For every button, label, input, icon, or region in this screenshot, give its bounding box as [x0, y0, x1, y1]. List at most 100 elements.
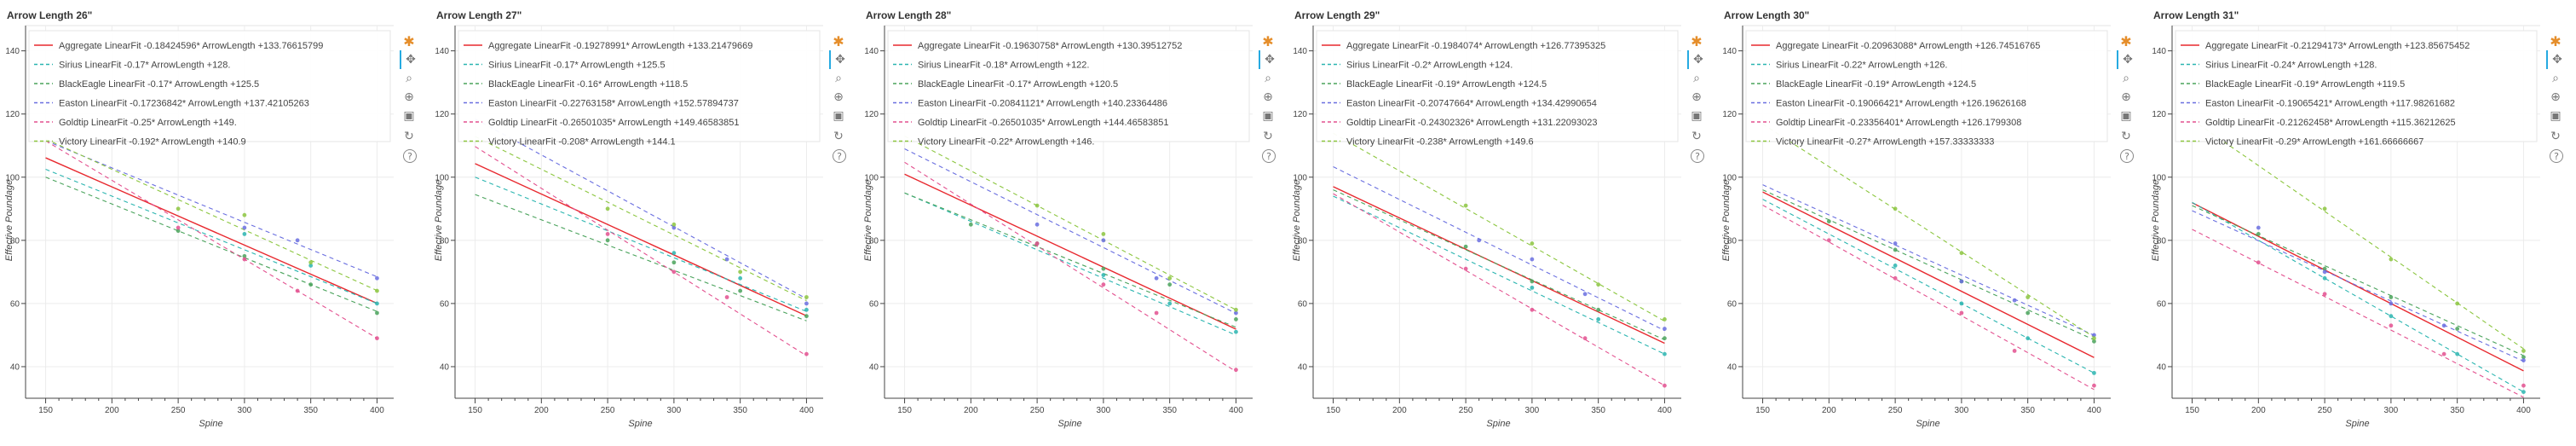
legend-label[interactable]: Sirius LinearFit -0.22* ArrowLength +126…: [1776, 61, 1947, 71]
pan-icon[interactable]: ✥: [829, 50, 850, 69]
y-tick-label: 60: [869, 299, 879, 309]
chart-svg[interactable]: 40 60 80 100 120 140 150 200 250 300 350 400 Spine Ef…: [429, 0, 823, 446]
x-tick-label: 400: [2087, 406, 2101, 415]
legend-label[interactable]: Aggregate LinearFit -0.20963088* ArrowLe…: [1776, 41, 2040, 51]
box-zoom-icon[interactable]: ⌕: [835, 72, 842, 85]
legend-label[interactable]: Goldtip LinearFit -0.26501035* ArrowLeng…: [488, 118, 739, 128]
plot-area[interactable]: [904, 136, 1238, 373]
save-icon[interactable]: ▣: [2120, 109, 2132, 123]
legend-label[interactable]: Easton LinearFit -0.19066421* ArrowLengt…: [1776, 99, 2026, 109]
pan-icon[interactable]: ✥: [1259, 50, 1279, 69]
chart-svg[interactable]: 40 60 80 100 120 140 150 200 250 300 350 400 Spine Ef…: [0, 0, 394, 446]
reset-icon[interactable]: ↻: [2550, 130, 2561, 143]
legend-label[interactable]: BlackEagle LinearFit -0.19* ArrowLength …: [1346, 79, 1547, 90]
legend[interactable]: Aggregate LinearFit -0.19630758* ArrowLe…: [887, 30, 1250, 148]
data-point-sirius: [1893, 264, 1898, 268]
legend-label[interactable]: Aggregate LinearFit -0.18424596* ArrowLe…: [59, 41, 323, 51]
pan-icon[interactable]: ✥: [1687, 50, 1708, 69]
fit-line-sirius: [1762, 199, 2095, 374]
legend-label[interactable]: Victory LinearFit -0.27* ArrowLength +15…: [1776, 137, 1994, 148]
x-tick-label: 300: [1955, 406, 1969, 415]
help-icon[interactable]: ?: [1691, 149, 1704, 163]
help-icon[interactable]: ?: [2120, 149, 2134, 163]
legend-label[interactable]: BlackEagle LinearFit -0.19* ArrowLength …: [1776, 79, 1976, 90]
legend-label[interactable]: Goldtip LinearFit -0.24302326* ArrowLeng…: [1346, 118, 1597, 128]
legend[interactable]: Aggregate LinearFit -0.21294173* ArrowLe…: [2175, 30, 2538, 148]
save-icon[interactable]: ▣: [1262, 109, 1274, 123]
plot-area[interactable]: [45, 138, 379, 341]
legend-label[interactable]: Aggregate LinearFit -0.19630758* ArrowLe…: [918, 41, 1182, 51]
wheel-zoom-icon[interactable]: ⊕: [1263, 90, 1273, 104]
legend-label[interactable]: Easton LinearFit -0.22763158* ArrowLengt…: [488, 99, 739, 109]
plot-area[interactable]: [1333, 132, 1667, 388]
legend-label[interactable]: Victory LinearFit -0.192* ArrowLength +1…: [59, 137, 246, 148]
data-point-easton: [804, 301, 809, 306]
help-icon[interactable]: ?: [403, 149, 417, 163]
pan-icon[interactable]: ✥: [2546, 50, 2567, 69]
save-icon[interactable]: ▣: [1691, 109, 1703, 123]
legend-label[interactable]: Easton LinearFit -0.19065421* ArrowLengt…: [2205, 99, 2455, 109]
box-zoom-icon[interactable]: ⌕: [406, 72, 412, 85]
legend-label[interactable]: Sirius LinearFit -0.17* ArrowLength +128…: [59, 61, 230, 71]
legend-label[interactable]: Victory LinearFit -0.238* ArrowLength +1…: [1346, 137, 1534, 148]
legend[interactable]: Aggregate LinearFit -0.1984074* ArrowLen…: [1316, 30, 1679, 148]
reset-icon[interactable]: ↻: [404, 130, 414, 143]
help-icon[interactable]: ?: [2550, 149, 2563, 163]
legend-label[interactable]: Aggregate LinearFit -0.19278991* ArrowLe…: [488, 41, 752, 51]
legend-label[interactable]: Victory LinearFit -0.22* ArrowLength +14…: [918, 137, 1094, 148]
help-icon[interactable]: ?: [1262, 149, 1276, 163]
box-zoom-icon[interactable]: ⌕: [2552, 72, 2559, 85]
legend-label[interactable]: Aggregate LinearFit -0.1984074* ArrowLen…: [1346, 41, 1605, 51]
box-zoom-icon[interactable]: ⌕: [1265, 72, 1271, 85]
legend-label[interactable]: BlackEagle LinearFit -0.17* ArrowLength …: [918, 79, 1118, 90]
save-icon[interactable]: ▣: [833, 109, 844, 123]
legend[interactable]: Aggregate LinearFit -0.19278991* ArrowLe…: [458, 30, 821, 148]
plot-area[interactable]: [1762, 123, 2096, 391]
legend-label[interactable]: Goldtip LinearFit -0.25* ArrowLength +14…: [59, 118, 237, 128]
save-icon[interactable]: ▣: [403, 109, 415, 123]
wheel-zoom-icon[interactable]: ⊕: [1691, 90, 1702, 104]
wheel-zoom-icon[interactable]: ⊕: [2121, 90, 2131, 104]
legend-label[interactable]: Sirius LinearFit -0.24* ArrowLength +128…: [2205, 61, 2377, 71]
pan-icon[interactable]: ✥: [400, 50, 420, 69]
legend-label[interactable]: BlackEagle LinearFit -0.19* ArrowLength …: [2205, 79, 2405, 90]
legend-label[interactable]: Goldtip LinearFit -0.23356401* ArrowLeng…: [1776, 118, 2021, 128]
save-icon[interactable]: ▣: [2550, 109, 2562, 123]
reset-icon[interactable]: ↻: [1263, 130, 1273, 143]
legend-label[interactable]: Aggregate LinearFit -0.21294173* ArrowLe…: [2205, 41, 2469, 51]
legend-label[interactable]: Victory LinearFit -0.208* ArrowLength +1…: [488, 137, 676, 148]
data-point-victory: [242, 212, 247, 217]
box-zoom-icon[interactable]: ⌕: [1693, 72, 1700, 85]
reset-icon[interactable]: ↻: [1691, 130, 1702, 143]
box-zoom-icon[interactable]: ⌕: [2123, 72, 2129, 85]
legend[interactable]: Aggregate LinearFit -0.20963088* ArrowLe…: [1745, 30, 2108, 148]
legend-label[interactable]: Easton LinearFit -0.17236842* ArrowLengt…: [59, 99, 309, 109]
chart-svg[interactable]: 40 60 80 100 120 140 150 200 250 300 350 400 Spine Ef…: [2147, 0, 2540, 446]
legend-label[interactable]: Sirius LinearFit -0.17* ArrowLength +125…: [488, 61, 666, 71]
legend-label[interactable]: Goldtip LinearFit -0.26501035* ArrowLeng…: [918, 118, 1168, 128]
wheel-zoom-icon[interactable]: ⊕: [2550, 90, 2561, 104]
chart-svg[interactable]: 40 60 80 100 120 140 150 200 250 300 350 400 Spine Ef…: [859, 0, 1253, 446]
pan-icon[interactable]: ✥: [2117, 50, 2137, 69]
legend-label[interactable]: Easton LinearFit -0.20747664* ArrowLengt…: [1346, 99, 1597, 109]
legend-label[interactable]: Goldtip LinearFit -0.21262458* ArrowLeng…: [2205, 118, 2456, 128]
legend-label[interactable]: Sirius LinearFit -0.2* ArrowLength +124.: [1346, 61, 1513, 71]
legend-label[interactable]: BlackEagle LinearFit -0.17* ArrowLength …: [59, 79, 259, 90]
wheel-zoom-icon[interactable]: ⊕: [404, 90, 414, 104]
legend-label[interactable]: BlackEagle LinearFit -0.16* ArrowLength …: [488, 79, 688, 90]
plot-area[interactable]: [2192, 119, 2526, 398]
wheel-zoom-icon[interactable]: ⊕: [833, 90, 844, 104]
legend-label[interactable]: Sirius LinearFit -0.18* ArrowLength +122…: [918, 61, 1089, 71]
y-tick-label: 40: [440, 362, 450, 372]
legend-label[interactable]: Victory LinearFit -0.29* ArrowLength +16…: [2205, 137, 2423, 148]
legend-label[interactable]: Easton LinearFit -0.20841121* ArrowLengt…: [918, 99, 1167, 109]
reset-icon[interactable]: ↻: [2121, 130, 2131, 143]
data-point-blackeagle: [968, 222, 973, 227]
chart-svg[interactable]: 40 60 80 100 120 140 150 200 250 300 350 400 Spine Ef…: [1717, 0, 2111, 446]
help-icon[interactable]: ?: [833, 149, 846, 163]
x-tick-label: 300: [667, 406, 682, 415]
reset-icon[interactable]: ↻: [833, 130, 844, 143]
legend[interactable]: Aggregate LinearFit -0.18424596* ArrowLe…: [28, 30, 391, 148]
chart-svg[interactable]: 40 60 80 100 120 140 150 200 250 300 350 400 Spine Ef…: [1288, 0, 1681, 446]
plot-area[interactable]: [475, 119, 809, 356]
